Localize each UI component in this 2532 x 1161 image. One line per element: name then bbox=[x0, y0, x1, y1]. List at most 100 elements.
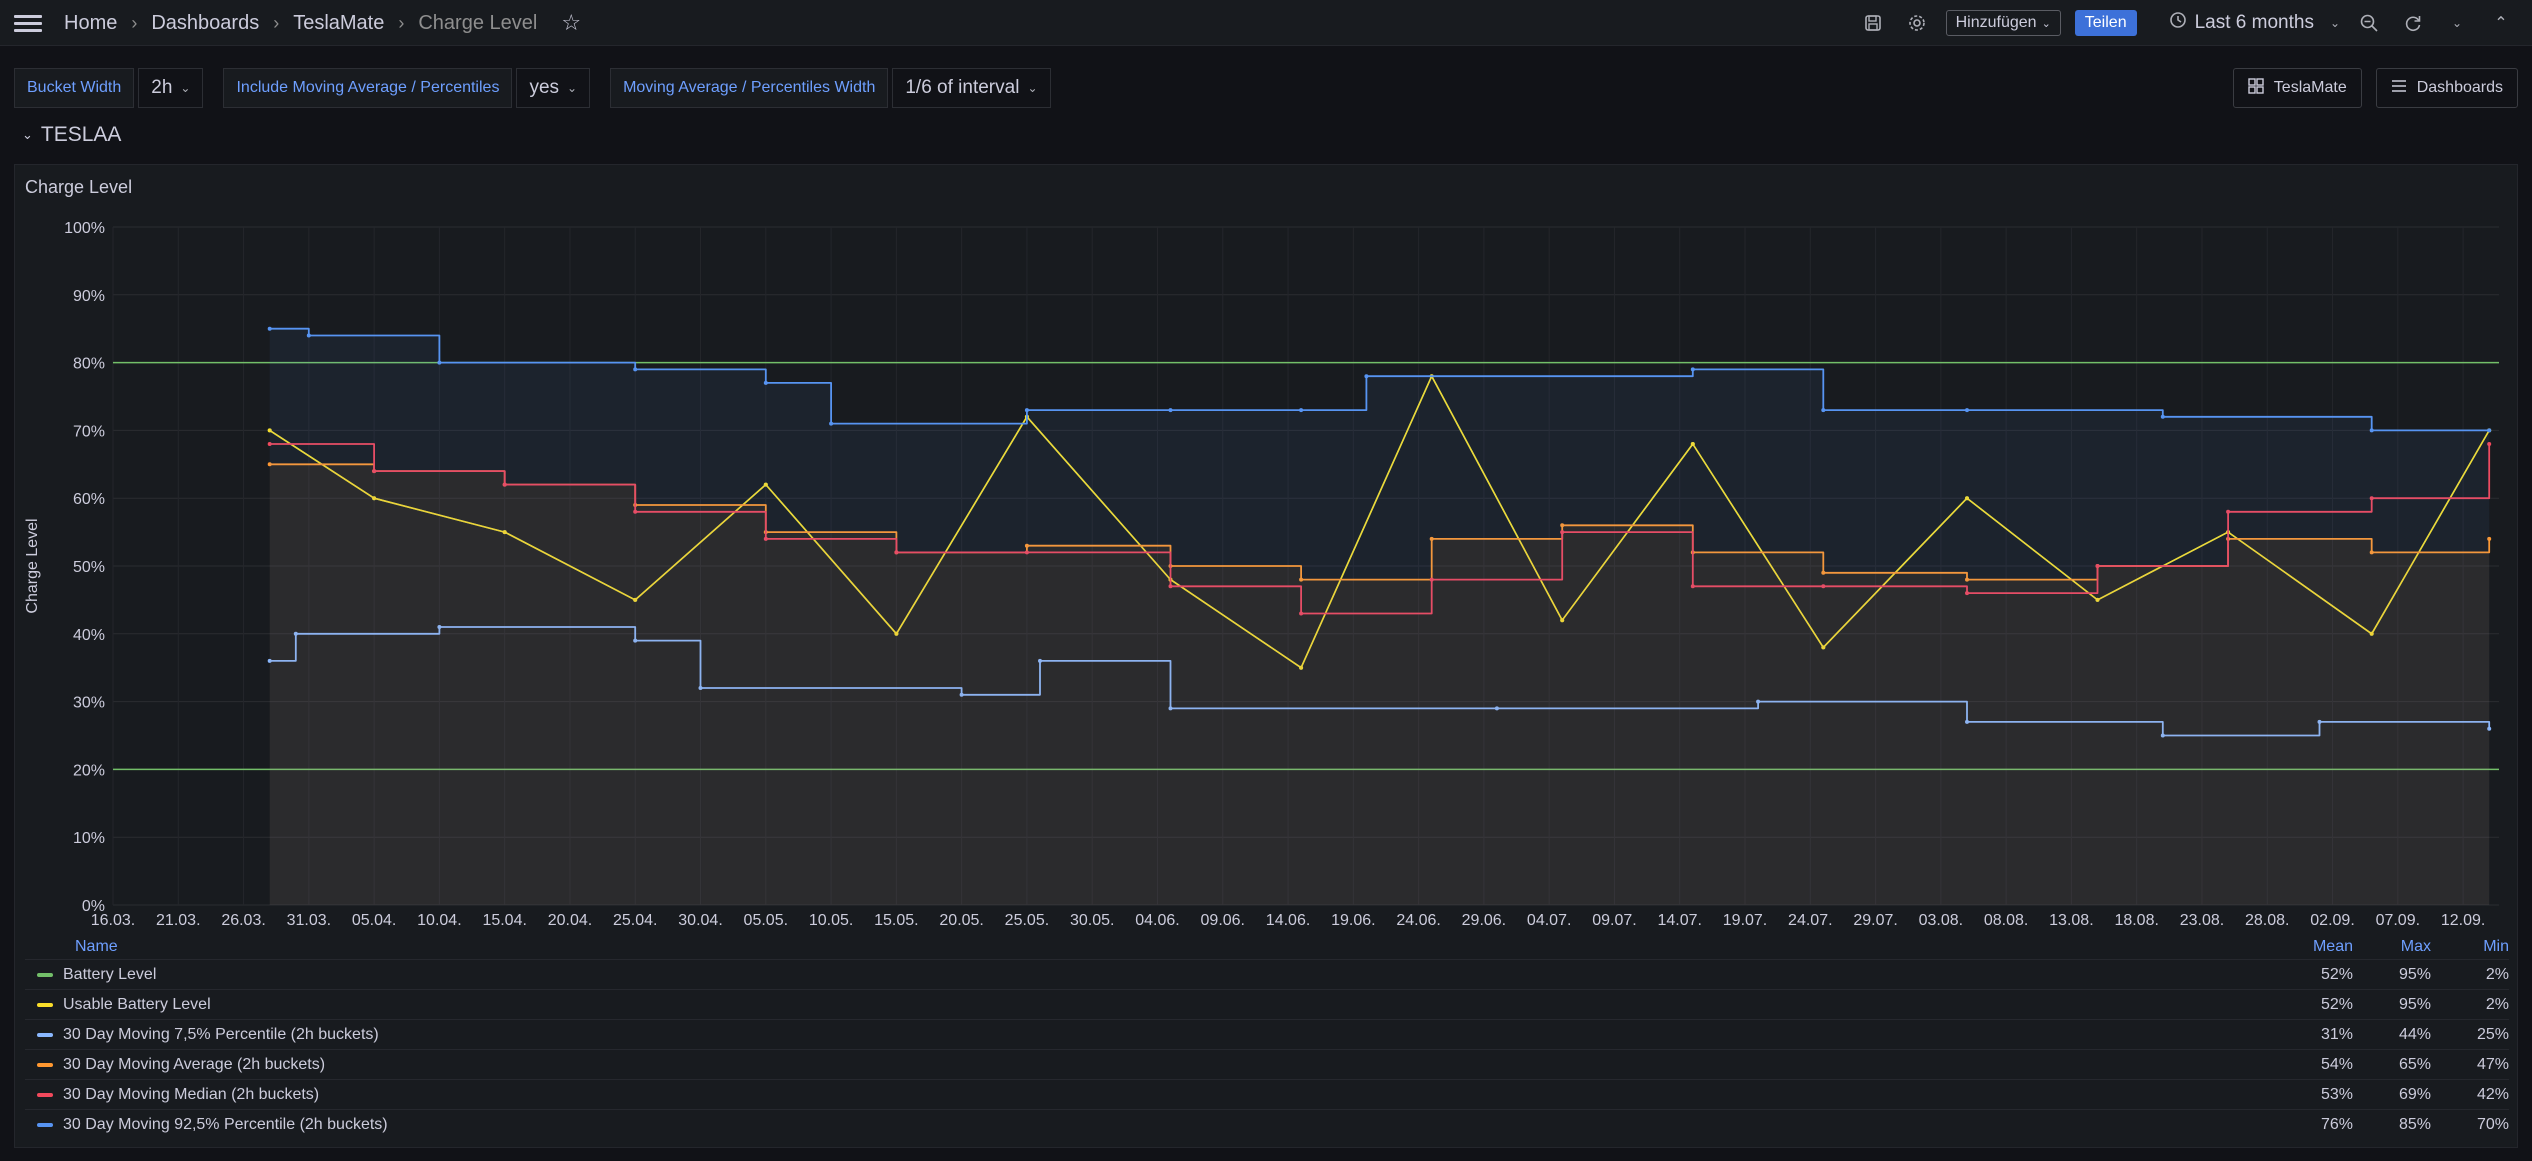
add-button[interactable]: Hinzufügen ⌄ bbox=[1945, 10, 2061, 36]
legend-min: 42% bbox=[2476, 1085, 2509, 1103]
breadcrumb-home[interactable]: Home bbox=[64, 11, 118, 34]
data-point bbox=[437, 360, 442, 365]
x-tick-label: 07.09. bbox=[2376, 912, 2420, 929]
time-range-picker[interactable]: Last 6 months ⌄ bbox=[2169, 11, 2340, 35]
legend-header-name-label: Name bbox=[75, 938, 118, 955]
y-tick-label: 20% bbox=[73, 762, 105, 779]
data-point bbox=[1965, 496, 1969, 501]
chevron-down-icon: ⌄ bbox=[567, 81, 578, 95]
x-tick-label: 05.04. bbox=[352, 912, 396, 929]
series-area bbox=[269, 328, 2490, 905]
legend-row[interactable]: 30 Day Moving 7,5% Percentile (2h bucket… bbox=[25, 1019, 2509, 1049]
legend-row[interactable]: Battery Level 52% 95% 2% bbox=[25, 959, 2509, 989]
x-tick-label: 12.09. bbox=[2441, 912, 2485, 929]
x-tick-label: 19.07. bbox=[1723, 912, 1767, 929]
variable-select-bucket-width[interactable]: 2h ⌄ bbox=[138, 68, 204, 108]
x-tick-label: 24.06. bbox=[1396, 912, 1440, 929]
data-point bbox=[894, 550, 899, 555]
data-point bbox=[2369, 428, 2374, 433]
data-point bbox=[293, 631, 298, 636]
chevron-down-icon: ⌄ bbox=[2041, 17, 2051, 30]
bars-icon bbox=[2391, 79, 2407, 98]
variable-select-moving-average-width[interactable]: 1/6 of interval ⌄ bbox=[892, 68, 1051, 108]
legend-row[interactable]: Usable Battery Level 52% 95% 2% bbox=[25, 989, 2509, 1019]
breadcrumb-separator-icon: › bbox=[398, 12, 405, 33]
row-title: TESLAA bbox=[40, 123, 122, 146]
data-point bbox=[1024, 408, 1029, 413]
data-point bbox=[1168, 408, 1173, 413]
variable-value: 1/6 of interval bbox=[905, 77, 1020, 98]
link-dashboards[interactable]: Dashboards bbox=[2375, 68, 2518, 108]
legend-min: 2% bbox=[2485, 965, 2509, 983]
variable-value: yes bbox=[529, 77, 560, 98]
refresh-interval-chevron-icon[interactable]: ⌄ bbox=[2451, 16, 2463, 30]
data-point bbox=[1494, 706, 1499, 711]
x-tick-label: 16.03. bbox=[91, 912, 135, 929]
data-point bbox=[1364, 374, 1369, 379]
data-point bbox=[502, 482, 507, 487]
chevron-up-icon[interactable]: ⌃ bbox=[2494, 15, 2508, 32]
star-icon[interactable]: ☆ bbox=[561, 10, 582, 35]
data-point bbox=[698, 686, 703, 690]
x-tick-label: 30.04. bbox=[678, 912, 722, 929]
x-tick-label: 26.03. bbox=[221, 912, 265, 929]
legend-row[interactable]: 30 Day Moving 92,5% Percentile (2h bucke… bbox=[25, 1109, 2509, 1139]
link-teslamate[interactable]: TeslaMate bbox=[2232, 68, 2362, 108]
legend-row[interactable]: 30 Day Moving Average (2h buckets) 54% 65%… bbox=[25, 1049, 2509, 1079]
legend-header-max[interactable]: Max bbox=[2400, 938, 2431, 955]
legend-series-name: 30 Day Moving 7,5% Percentile (2h bucket… bbox=[25, 1026, 2275, 1044]
legend-header-mean[interactable]: Mean bbox=[2312, 938, 2353, 955]
x-tick-label: 30.05. bbox=[1070, 912, 1114, 929]
data-point bbox=[763, 380, 768, 385]
data-point bbox=[372, 496, 377, 501]
legend-mean: 76% bbox=[2320, 1115, 2353, 1133]
legend-min: 47% bbox=[2476, 1055, 2509, 1073]
legend-header-min[interactable]: Min bbox=[2483, 938, 2509, 955]
data-point bbox=[1168, 584, 1173, 589]
breadcrumb-folder[interactable]: TeslaMate bbox=[293, 11, 385, 34]
data-point bbox=[633, 509, 638, 514]
add-button-label: Hinzufügen bbox=[1955, 14, 2037, 31]
legend-series-name: Usable Battery Level bbox=[25, 996, 2275, 1014]
data-point bbox=[2487, 536, 2492, 541]
legend-max: 44% bbox=[2398, 1025, 2431, 1043]
x-tick-label: 04.07. bbox=[1527, 912, 1571, 929]
save-icon[interactable] bbox=[1858, 8, 1888, 38]
data-point bbox=[1690, 367, 1695, 372]
variable-label-moving-average-width: Moving Average / Percentiles Width bbox=[610, 68, 889, 108]
data-point bbox=[1965, 591, 1969, 596]
dashboard-row-toggle[interactable]: ⌄ TESLAA bbox=[22, 123, 121, 147]
series-line bbox=[269, 626, 2491, 737]
zoom-out-icon[interactable] bbox=[2354, 8, 2384, 38]
x-tick-label: 21.03. bbox=[156, 912, 200, 929]
breadcrumb-dashboards[interactable]: Dashboards bbox=[151, 11, 260, 34]
x-tick-label: 14.07. bbox=[1657, 912, 1701, 929]
refresh-icon[interactable] bbox=[2398, 8, 2428, 38]
data-point bbox=[1965, 719, 1969, 724]
legend-mean: 53% bbox=[2320, 1085, 2353, 1103]
charge-level-chart[interactable]: 0% 10% 20% 30% 40% 50% 60% 70% 80% 90% 100% 16.03. 2… bbox=[15, 165, 2517, 935]
legend-series-name: 30 Day Moving Median (2h buckets) bbox=[25, 1086, 2275, 1104]
share-button[interactable]: Teilen bbox=[2074, 10, 2137, 36]
legend-header-name[interactable]: Name bbox=[25, 938, 2275, 956]
legend-max: 85% bbox=[2398, 1115, 2431, 1133]
breadcrumb-current: Charge Level bbox=[418, 11, 538, 34]
y-tick-label: 60% bbox=[73, 491, 105, 508]
legend-row[interactable]: 30 Day Moving Median (2h buckets) 53% 69% 4… bbox=[25, 1079, 2509, 1109]
chevron-down-icon: ⌄ bbox=[22, 127, 33, 142]
chevron-down-icon: ⌄ bbox=[2329, 16, 2340, 30]
data-point bbox=[763, 482, 768, 487]
link-label: TeslaMate bbox=[2273, 79, 2347, 96]
data-point bbox=[2160, 414, 2165, 419]
menu-icon[interactable] bbox=[14, 12, 42, 34]
x-tick-label: 08.08. bbox=[1984, 912, 2028, 929]
chevron-down-icon: ⌄ bbox=[1027, 81, 1038, 95]
variable-select-include-moving-average[interactable]: yes ⌄ bbox=[516, 68, 591, 108]
x-tick-label: 29.06. bbox=[1462, 912, 1506, 929]
legend-series-name: 30 Day Moving 92,5% Percentile (2h bucke… bbox=[25, 1116, 2275, 1134]
data-point bbox=[2095, 597, 2100, 602]
y-tick-label: 90% bbox=[73, 288, 105, 305]
gear-icon[interactable] bbox=[1902, 8, 1932, 38]
variable-label-bucket-width: Bucket Width bbox=[14, 68, 135, 108]
x-tick-label: 13.08. bbox=[2049, 912, 2093, 929]
